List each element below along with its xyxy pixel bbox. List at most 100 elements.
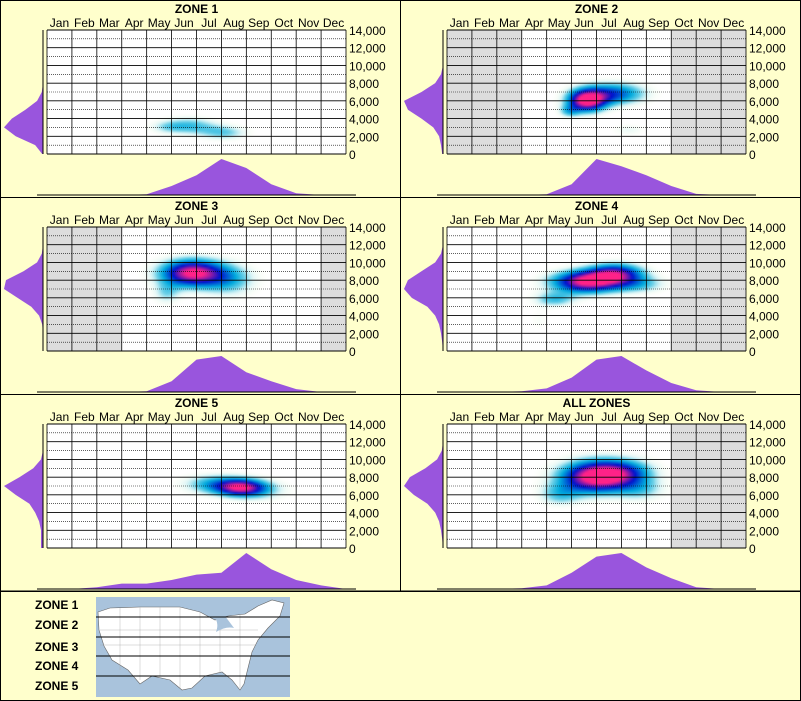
- month-tick-label: Jun: [574, 16, 593, 30]
- month-tick-label: Feb: [474, 16, 495, 30]
- month-tick-label: May: [548, 410, 571, 424]
- month-tick-label: Sep: [248, 410, 270, 424]
- month-tick-label: Aug: [623, 213, 644, 227]
- elevation-tick-label: 4,000: [349, 113, 379, 127]
- month-tick-label: Dec: [323, 410, 344, 424]
- month-tick-label: Aug: [223, 16, 244, 30]
- month-tick-label: Feb: [74, 410, 95, 424]
- month-tick-label: Apr: [525, 410, 544, 424]
- month-tick-label: Jan: [450, 410, 469, 424]
- elevation-tick-label: 6,000: [349, 489, 379, 503]
- elevation-tick-label: 0: [749, 148, 756, 162]
- month-tick-label: Jun: [574, 410, 593, 424]
- month-tick-label: Feb: [474, 410, 495, 424]
- elevation-histogram: [404, 424, 443, 548]
- legend-zone-4-label: ZONE 4: [35, 659, 79, 673]
- panel-title: ZONE 1: [175, 2, 219, 16]
- month-tick-label: Jun: [174, 410, 193, 424]
- month-tick-label: Jan: [50, 410, 69, 424]
- elevation-tick-label: 12,000: [749, 239, 786, 253]
- month-tick-label: Aug: [623, 16, 644, 30]
- month-tick-label: Nov: [698, 16, 719, 30]
- elevation-tick-label: 12,000: [349, 239, 386, 253]
- elevation-tick-label: 2,000: [349, 524, 379, 538]
- month-tick-label: Nov: [298, 213, 319, 227]
- elevation-tick-label: 14,000: [349, 221, 386, 235]
- month-tick-label: Oct: [674, 213, 693, 227]
- elevation-tick-label: 2,000: [749, 130, 779, 144]
- elevation-tick-label: 6,000: [749, 95, 779, 109]
- elevation-tick-label: 14,000: [749, 24, 786, 38]
- zone-legend: ZONE 1 ZONE 2 ZONE 3 ZONE 4 ZONE 5: [35, 597, 290, 697]
- month-tick-label: Apr: [125, 410, 144, 424]
- month-tick-label: Mar: [499, 410, 520, 424]
- month-tick-label: May: [148, 213, 171, 227]
- elevation-tick-label: 8,000: [749, 471, 779, 485]
- elevation-tick-label: 2,000: [749, 524, 779, 538]
- panel-4: ZONE 4 Jan Feb Mar Apr May Jun Jul Aug Sep Oct Nov D…: [400, 197, 801, 395]
- month-tick-label: Aug: [223, 410, 244, 424]
- month-tick-label: Jul: [601, 410, 616, 424]
- elevation-tick-label: 10,000: [749, 59, 786, 73]
- month-tick-label: May: [548, 16, 571, 30]
- panel-1: ZONE 1 Jan Feb Mar Apr May Jun Jul Aug Sep Oct Nov D…: [0, 0, 401, 198]
- month-tick-label: May: [148, 410, 171, 424]
- month-tick-label: Sep: [248, 16, 270, 30]
- elevation-tick-label: 2,000: [349, 327, 379, 341]
- elevation-tick-label: 10,000: [749, 256, 786, 270]
- panel-title: ZONE 3: [175, 199, 219, 213]
- month-tick-label: Jan: [50, 16, 69, 30]
- elevation-tick-label: 2,000: [349, 130, 379, 144]
- elevation-histogram: [404, 227, 443, 351]
- elevation-tick-label: 0: [749, 542, 756, 556]
- legend-zone-5-label: ZONE 5: [35, 679, 79, 693]
- elevation-tick-label: 6,000: [749, 292, 779, 306]
- month-tick-label: Jan: [50, 213, 69, 227]
- month-tick-label: Aug: [223, 213, 244, 227]
- panel-title: ZONE 4: [575, 199, 619, 213]
- month-tick-label: Dec: [323, 213, 344, 227]
- elevation-tick-label: 8,000: [749, 274, 779, 288]
- elevation-tick-label: 0: [349, 148, 356, 162]
- elevation-tick-label: 4,000: [349, 310, 379, 324]
- month-tick-label: Mar: [499, 16, 520, 30]
- month-tick-label: Oct: [674, 16, 693, 30]
- panel-title: ALL ZONES: [563, 396, 631, 410]
- month-tick-label: Mar: [499, 213, 520, 227]
- month-tick-label: Jan: [450, 16, 469, 30]
- elevation-histogram: [4, 30, 43, 154]
- elevation-histogram: [404, 30, 443, 154]
- month-tick-label: Oct: [274, 410, 293, 424]
- elevation-tick-label: 12,000: [749, 436, 786, 450]
- month-tick-label: Nov: [698, 410, 719, 424]
- month-tick-label: Sep: [648, 410, 670, 424]
- month-tick-label: Jul: [201, 213, 216, 227]
- panel-5: ZONE 5 Jan Feb Mar Apr May Jun Jul Aug Sep Oct Nov D…: [0, 394, 401, 592]
- month-tick-label: Apr: [125, 213, 144, 227]
- month-tick-label: Jun: [574, 213, 593, 227]
- month-tick-label: Nov: [298, 410, 319, 424]
- elevation-tick-label: 14,000: [349, 418, 386, 432]
- elevation-tick-label: 6,000: [349, 95, 379, 109]
- month-tick-label: Dec: [723, 410, 744, 424]
- month-tick-label: Feb: [474, 213, 495, 227]
- month-tick-label: Feb: [74, 213, 95, 227]
- month-tick-label: Dec: [323, 16, 344, 30]
- month-tick-label: Mar: [99, 410, 120, 424]
- elevation-tick-label: 10,000: [349, 453, 386, 467]
- elevation-tick-label: 2,000: [749, 327, 779, 341]
- elevation-tick-label: 4,000: [749, 113, 779, 127]
- elevation-tick-label: 8,000: [749, 77, 779, 91]
- panel-title: ZONE 2: [575, 2, 619, 16]
- month-tick-label: Mar: [99, 16, 120, 30]
- panel-6: ALL ZONES Jan Feb Mar Apr May Jun Jul Aug Sep Oct N…: [400, 394, 801, 592]
- elevation-tick-label: 6,000: [349, 292, 379, 306]
- legend-zone-2-label: ZONE 2: [35, 618, 79, 632]
- month-histogram: [447, 356, 746, 392]
- elevation-tick-label: 4,000: [749, 310, 779, 324]
- month-tick-label: Nov: [298, 16, 319, 30]
- month-tick-label: Dec: [723, 16, 744, 30]
- month-histogram: [447, 553, 746, 589]
- elevation-histogram: [4, 424, 43, 548]
- month-histogram: [47, 159, 346, 195]
